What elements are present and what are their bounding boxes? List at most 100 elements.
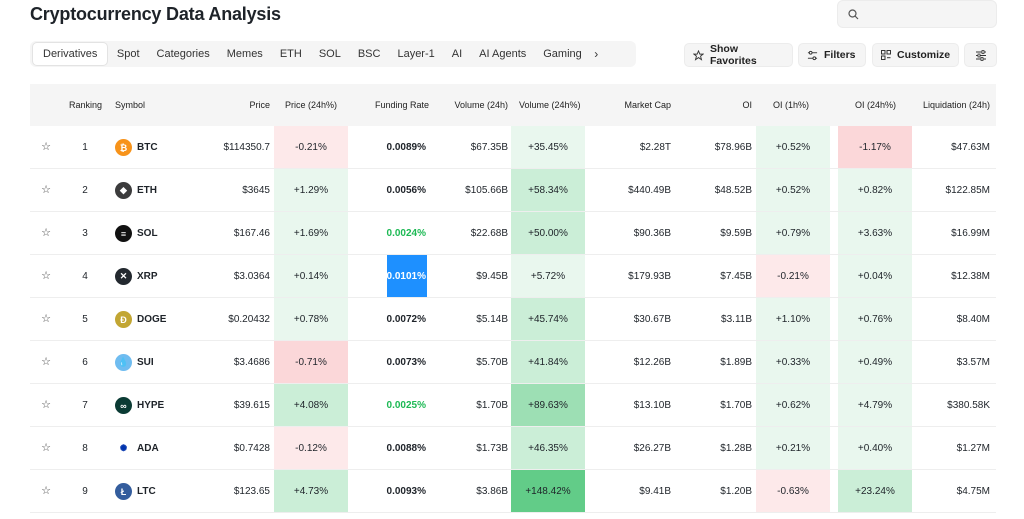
xrp-icon: ✕ — [115, 268, 132, 285]
tab-layer-1[interactable]: Layer-1 — [397, 48, 435, 60]
tabs-next-chevron-icon[interactable]: › — [594, 47, 599, 61]
favorite-star-icon[interactable]: ☆ — [41, 141, 51, 153]
tab-ai[interactable]: AI — [451, 48, 463, 60]
volume-24h-cell: $9.45B — [476, 271, 508, 282]
table-row[interactable]: ☆ 5 Ð DOGE $0.20432 +0.78% 0.0072% $5.14… — [30, 298, 996, 341]
volume-pct-24h-cell: +41.84% — [528, 357, 568, 368]
dogecoin-icon: Ð — [115, 311, 132, 328]
col-oi[interactable]: OI — [742, 100, 752, 110]
symbol-cell[interactable]: HYPE — [137, 400, 165, 411]
bitcoin-icon: ₿ — [115, 139, 132, 156]
market-cap-cell: $26.27B — [633, 443, 671, 454]
oi-cell: $9.59B — [720, 228, 752, 239]
favorite-star-icon[interactable]: ☆ — [41, 270, 51, 282]
oi-1h-cell: +0.33% — [775, 357, 811, 368]
market-cap-cell: $440.49B — [628, 185, 671, 196]
show-favorites-button[interactable]: Show Favorites — [684, 43, 793, 67]
liquidation-24h-cell: $3.57M — [956, 357, 990, 368]
tab-derivatives[interactable]: Derivatives — [32, 42, 109, 66]
col-volume-24h[interactable]: Volume (24h) — [454, 100, 508, 110]
price-cell: $114350.7 — [223, 142, 270, 153]
rank-cell: 3 — [82, 228, 88, 239]
tab-categories[interactable]: Categories — [156, 48, 210, 60]
customize-button[interactable]: Customize — [872, 43, 959, 67]
tab-gaming[interactable]: Gaming — [543, 48, 582, 60]
market-cap-cell: $2.28T — [639, 142, 671, 153]
volume-pct-24h-cell: +45.74% — [528, 314, 568, 325]
rank-cell: 6 — [82, 357, 88, 368]
table-row[interactable]: ☆ 8 ✺ ADA $0.7428 -0.12% 0.0088% $1.73B … — [30, 427, 996, 470]
symbol-cell[interactable]: DOGE — [137, 314, 167, 325]
table-row[interactable]: ☆ 2 ◆ ETH $3645 +1.29% 0.0056% $105.66B … — [30, 169, 996, 212]
oi-cell: $48.52B — [714, 185, 752, 196]
page-title: Cryptocurrency Data Analysis — [30, 4, 281, 24]
favorite-star-icon[interactable]: ☆ — [41, 356, 51, 368]
price-cell: $3645 — [242, 185, 270, 196]
litecoin-icon: Ł — [115, 483, 132, 500]
col-ranking[interactable]: Ranking — [69, 100, 103, 110]
col-symbol[interactable]: Symbol — [115, 100, 146, 110]
symbol-cell[interactable]: SOL — [137, 228, 158, 239]
col-oi-24h[interactable]: OI (24h%) — [855, 100, 897, 110]
tab-sol[interactable]: SOL — [318, 48, 341, 60]
favorite-star-icon[interactable]: ☆ — [41, 184, 51, 196]
funding-rate-cell: 0.0072% — [386, 314, 426, 325]
tab-memes[interactable]: Memes — [226, 48, 263, 60]
symbol-cell[interactable]: SUI — [137, 357, 154, 368]
favorite-star-icon[interactable]: ☆ — [41, 485, 51, 497]
funding-rate-cell: 0.0025% — [386, 400, 426, 411]
price-24h-cell: -0.71% — [295, 357, 327, 368]
tab-bsc[interactable]: BSC — [357, 48, 381, 60]
table-row[interactable]: ☆ 4 ✕ XRP $3.0364 +0.14% 0.0101% $9.45B … — [30, 255, 996, 298]
oi-cell: $3.11B — [721, 314, 752, 325]
favorite-star-icon[interactable]: ☆ — [41, 399, 51, 411]
tab-ai-agents[interactable]: AI Agents — [479, 48, 527, 60]
filter-sliders-icon — [807, 50, 818, 60]
col-oi-1h[interactable]: OI (1h%) — [773, 100, 810, 110]
volume-24h-cell: $105.66B — [465, 185, 508, 196]
table-row[interactable]: ☆ 9 Ł LTC $123.65 +4.73% 0.0093% $3.86B … — [30, 470, 996, 513]
favorite-star-icon[interactable]: ☆ — [41, 227, 51, 239]
oi-24h-cell: +4.79% — [857, 400, 893, 411]
col-market-cap[interactable]: Market Cap — [624, 100, 671, 110]
col-funding-rate[interactable]: Funding Rate — [375, 100, 430, 110]
cardano-icon: ✺ — [115, 440, 132, 457]
oi-24h-cell: +23.24% — [855, 486, 895, 497]
volume-24h-cell: $3.86B — [476, 486, 508, 497]
oi-1h-cell: +0.79% — [775, 228, 811, 239]
oi-cell: $1.28B — [720, 443, 752, 454]
col-price-24h[interactable]: Price (24h%) — [285, 100, 338, 110]
price-cell: $123.65 — [233, 486, 270, 497]
sui-icon: 💧 — [115, 354, 132, 371]
table-row[interactable]: ☆ 1 ₿ BTC $114350.7 -0.21% 0.0089% $67.3… — [30, 126, 996, 169]
filters-button[interactable]: Filters — [798, 43, 866, 67]
col-volume-pct-24h[interactable]: Volume (24h%) — [519, 100, 581, 110]
price-24h-cell: +0.14% — [293, 271, 329, 282]
symbol-cell[interactable]: XRP — [137, 271, 158, 282]
rank-cell: 9 — [82, 486, 88, 497]
favorite-star-icon[interactable]: ☆ — [41, 442, 51, 454]
price-24h-cell: -0.12% — [295, 443, 327, 454]
liquidation-24h-cell: $16.99M — [951, 228, 990, 239]
tab-spot[interactable]: Spot — [116, 48, 140, 60]
volume-24h-cell: $22.68B — [470, 228, 508, 239]
col-price[interactable]: Price — [249, 100, 270, 110]
price-cell: $167.46 — [233, 228, 270, 239]
oi-24h-cell: +0.40% — [857, 443, 893, 454]
table-row[interactable]: ☆ 7 ∞ HYPE $39.615 +4.08% 0.0025% $1.70B… — [30, 384, 996, 427]
col-liquidation-24h[interactable]: Liquidation (24h) — [922, 100, 990, 110]
favorite-star-icon[interactable]: ☆ — [41, 313, 51, 325]
symbol-cell[interactable]: LTC — [137, 486, 156, 497]
symbol-cell[interactable]: ETH — [137, 185, 157, 196]
settings-button[interactable] — [964, 43, 997, 67]
customize-grid-icon — [881, 50, 891, 60]
table-row[interactable]: ☆ 6 💧 SUI $3.4686 -0.71% 0.0073% $5.70B … — [30, 341, 996, 384]
table-header: Ranking Symbol Price Price (24h%) Fundin… — [30, 84, 996, 126]
table-row[interactable]: ☆ 3 ≡ SOL $167.46 +1.69% 0.0024% $22.68B… — [30, 212, 996, 255]
volume-pct-24h-cell: +89.63% — [528, 400, 568, 411]
symbol-cell[interactable]: ADA — [137, 443, 159, 454]
search-input[interactable] — [837, 0, 997, 28]
symbol-cell[interactable]: BTC — [137, 142, 158, 153]
price-cell: $3.4686 — [233, 357, 270, 368]
tab-eth[interactable]: ETH — [279, 48, 302, 60]
